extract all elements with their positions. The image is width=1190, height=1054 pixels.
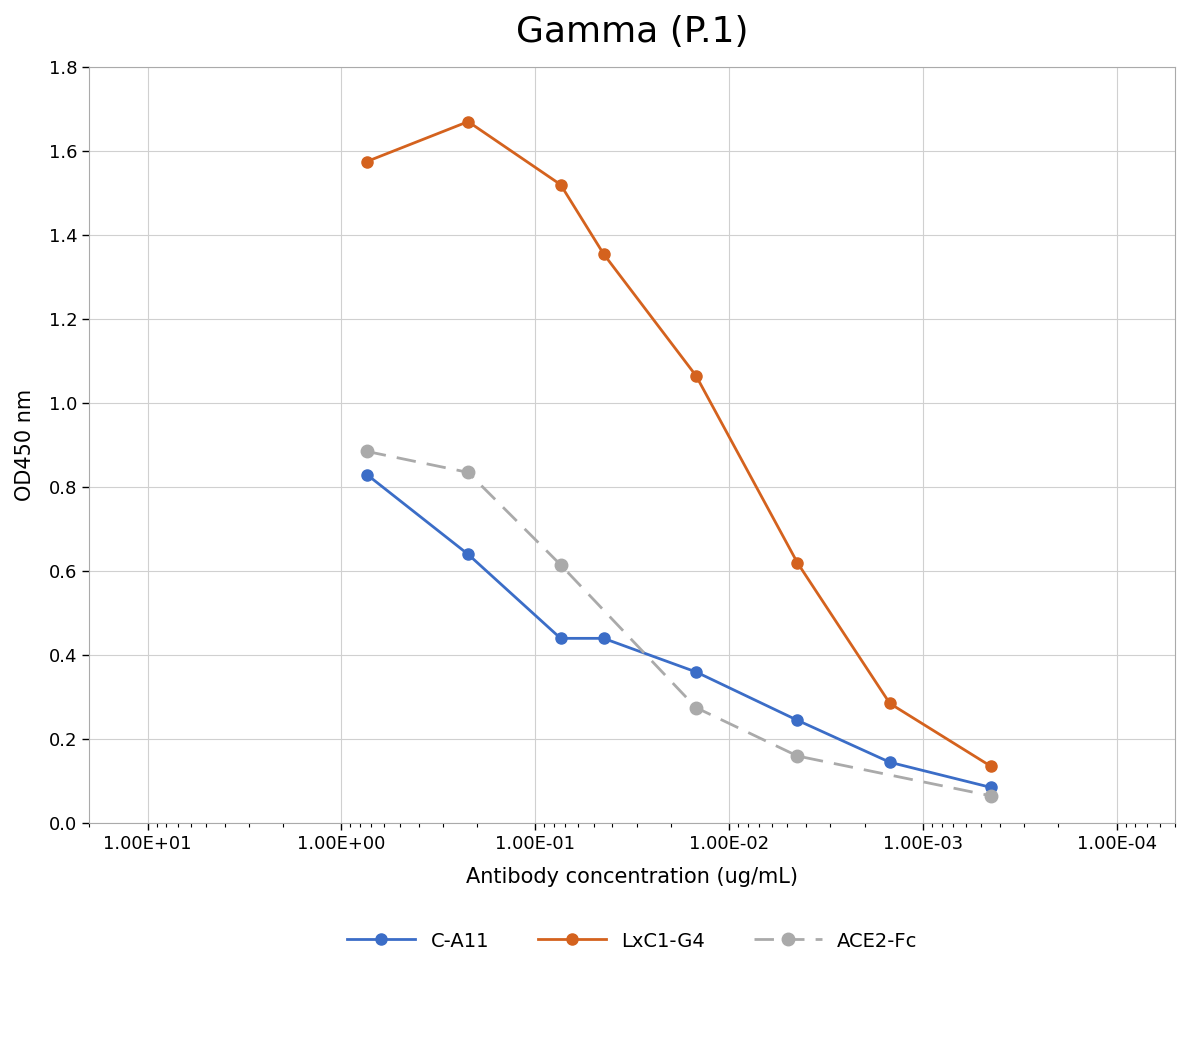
LxC1-G4: [553, 178, 568, 191]
ACE2-Fc: [984, 789, 998, 802]
Legend: C-A11, LxC1-G4, ACE2-Fc: C-A11, LxC1-G4, ACE2-Fc: [339, 923, 926, 958]
Title: Gamma (P.1): Gamma (P.1): [516, 15, 749, 48]
ACE2-Fc: [689, 701, 703, 714]
ACE2-Fc: [461, 466, 475, 479]
C-A11: [553, 632, 568, 645]
C-A11: [596, 632, 610, 645]
C-A11: [359, 468, 374, 481]
C-A11: [984, 781, 998, 794]
X-axis label: Antibody concentration (ug/mL): Antibody concentration (ug/mL): [466, 866, 798, 886]
Line: ACE2-Fc: ACE2-Fc: [361, 445, 997, 802]
C-A11: [883, 756, 897, 768]
LxC1-G4: [359, 155, 374, 168]
C-A11: [790, 714, 804, 726]
C-A11: [461, 548, 475, 561]
ACE2-Fc: [790, 749, 804, 762]
ACE2-Fc: [359, 445, 374, 457]
C-A11: [689, 666, 703, 679]
LxC1-G4: [596, 248, 610, 260]
LxC1-G4: [461, 115, 475, 128]
Line: C-A11: C-A11: [362, 469, 997, 793]
ACE2-Fc: [553, 559, 568, 571]
Y-axis label: OD450 nm: OD450 nm: [15, 389, 35, 501]
Line: LxC1-G4: LxC1-G4: [362, 116, 997, 772]
LxC1-G4: [984, 760, 998, 773]
LxC1-G4: [790, 557, 804, 569]
LxC1-G4: [883, 697, 897, 709]
LxC1-G4: [689, 370, 703, 383]
